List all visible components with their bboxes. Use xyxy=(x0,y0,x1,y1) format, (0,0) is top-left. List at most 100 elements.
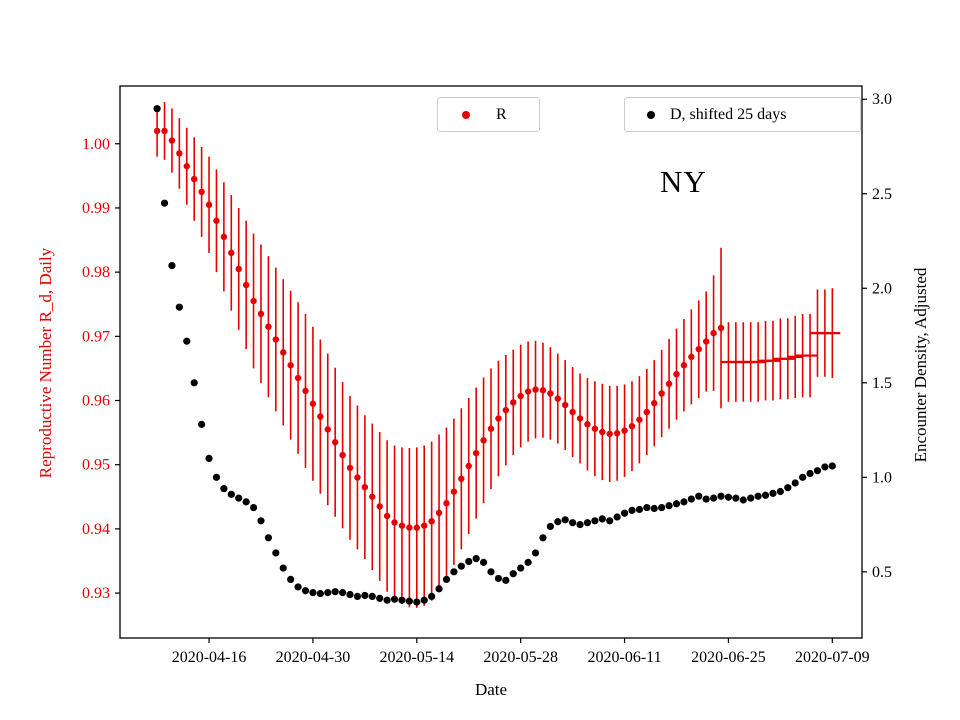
d-point xyxy=(442,575,451,583)
d-point xyxy=(249,503,258,512)
r-point xyxy=(613,430,621,437)
r-point xyxy=(443,500,450,507)
y-axis-label-left: Reproductive Number R_d, Daily xyxy=(36,247,55,479)
x-tick-label: 2020-04-30 xyxy=(276,649,351,666)
r-point xyxy=(191,175,198,183)
r-point xyxy=(562,401,569,409)
r-point xyxy=(658,390,665,397)
y-right-tick-label: 2.5 xyxy=(872,186,892,203)
r-point xyxy=(554,395,561,402)
d-point xyxy=(524,558,532,566)
x-axis-ticks: 2020-04-16 2020-04-30 2020-05-14 2020-05-28… xyxy=(172,638,870,666)
y-left-tick-label: 0.98 xyxy=(82,264,110,281)
d-point xyxy=(643,503,651,512)
d-point xyxy=(279,564,287,572)
y-axis-right-ticks: 0.5 1.0 1.5 2.0 2.5 3.0 xyxy=(862,91,892,581)
d-point xyxy=(316,589,324,598)
d-point xyxy=(450,568,458,576)
d-point xyxy=(368,592,376,601)
r-point xyxy=(213,217,220,224)
d-point xyxy=(732,494,740,502)
d-point xyxy=(235,494,243,502)
d-point xyxy=(517,564,525,572)
d-point xyxy=(739,496,747,504)
legend-r-label: R xyxy=(496,105,507,123)
d-point xyxy=(413,598,421,606)
r-point xyxy=(413,524,420,531)
d-point xyxy=(457,562,465,570)
d-point xyxy=(776,487,784,496)
r-point xyxy=(176,150,183,157)
r-point xyxy=(324,426,331,433)
r-point xyxy=(524,388,532,395)
r-point xyxy=(495,415,502,422)
r-point xyxy=(161,127,168,135)
r-point xyxy=(636,416,643,423)
x-axis-label: Date xyxy=(474,680,508,699)
d-point xyxy=(272,549,280,557)
d-point xyxy=(339,589,347,597)
d-point xyxy=(198,420,206,428)
r-point xyxy=(287,362,294,369)
r-point xyxy=(220,233,228,241)
r-point xyxy=(680,362,688,369)
d-point xyxy=(620,509,629,517)
d-point xyxy=(747,494,755,502)
legend-r: R xyxy=(437,97,540,132)
d-point xyxy=(806,469,814,478)
d-point xyxy=(583,519,592,527)
r-point xyxy=(257,310,265,318)
r-point xyxy=(265,323,272,330)
d-point xyxy=(687,495,695,503)
d-point xyxy=(799,473,807,481)
d-point xyxy=(183,337,191,345)
d-point xyxy=(205,454,213,463)
d-point xyxy=(301,587,310,595)
d-point xyxy=(606,517,614,525)
d-point xyxy=(554,518,562,526)
d-point xyxy=(405,597,413,605)
y-right-tick-label: 1.5 xyxy=(872,375,892,392)
d-point xyxy=(717,492,725,500)
legend-d: D, shifted 25 days xyxy=(624,97,861,132)
d-point xyxy=(435,585,443,593)
r-point xyxy=(673,370,680,378)
d-point xyxy=(828,462,836,470)
d-point xyxy=(465,557,473,566)
d-point xyxy=(487,568,495,576)
d-point xyxy=(702,495,710,503)
x-tick-label: 2020-06-11 xyxy=(588,649,662,666)
r-point xyxy=(250,297,257,305)
r-point xyxy=(294,374,302,382)
d-point xyxy=(658,503,666,512)
x-tick-label: 2020-05-14 xyxy=(379,649,454,666)
d-point xyxy=(220,485,228,493)
legend-d-label: D, shifted 25 days xyxy=(670,105,787,123)
r-point xyxy=(643,408,651,416)
d-point xyxy=(635,505,644,514)
r-point xyxy=(472,449,480,457)
y-right-tick-label: 0.5 xyxy=(872,564,892,581)
r-point xyxy=(383,512,391,520)
r-point xyxy=(406,524,413,531)
d-point xyxy=(576,520,584,529)
annotation-ny: NY xyxy=(660,164,707,199)
r-point xyxy=(242,281,250,289)
x-tick-label: 2020-07-09 xyxy=(795,649,870,666)
d-point xyxy=(324,589,332,597)
r-point xyxy=(569,408,576,416)
d-point xyxy=(546,522,554,531)
y-left-tick-label: 0.97 xyxy=(82,328,110,345)
r-point xyxy=(421,522,428,529)
d-point xyxy=(257,517,265,525)
r-point xyxy=(606,430,613,438)
d-point xyxy=(598,515,606,523)
y-right-tick-label: 2.0 xyxy=(872,280,892,297)
r-point xyxy=(309,400,317,407)
y-left-tick-label: 0.94 xyxy=(82,521,110,538)
d-point xyxy=(561,516,569,524)
d-point xyxy=(791,479,799,487)
r-point xyxy=(317,413,324,420)
d-point xyxy=(494,574,503,583)
